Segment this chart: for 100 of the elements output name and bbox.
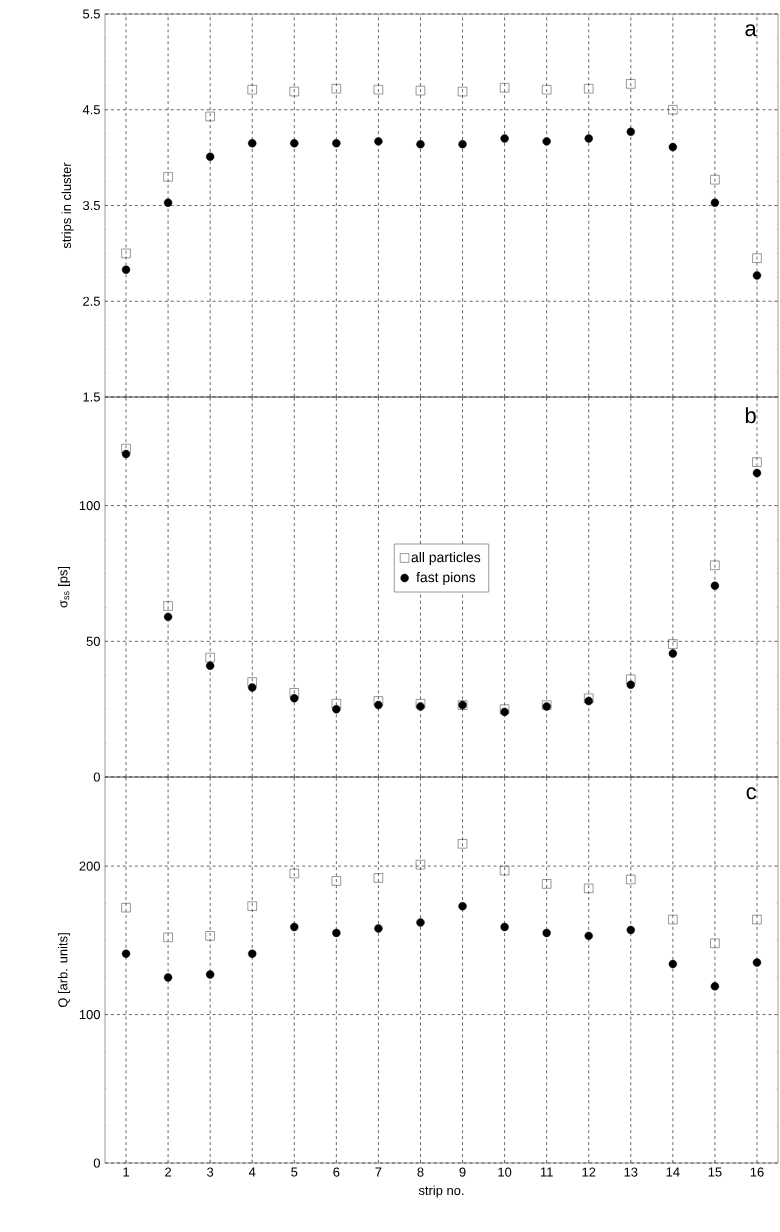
point — [752, 914, 762, 925]
point — [289, 868, 299, 879]
point — [373, 696, 383, 706]
x-tick-label: 14 — [666, 1167, 680, 1177]
point — [290, 694, 299, 703]
x-tick-label: 15 — [708, 1167, 722, 1177]
legend-label: fast pions — [416, 572, 476, 585]
point — [290, 139, 299, 148]
point — [626, 79, 636, 89]
point — [668, 142, 678, 152]
y-tick-label: 1.5 — [83, 392, 100, 402]
annotation: a — [745, 24, 757, 37]
x-tick-label: 1 — [123, 1167, 130, 1177]
point — [121, 248, 131, 258]
point — [584, 84, 594, 94]
point — [121, 949, 131, 958]
point — [374, 137, 383, 146]
point — [458, 140, 467, 149]
point — [163, 973, 173, 982]
x-tick-label: 10 — [498, 1167, 512, 1177]
point — [415, 86, 426, 96]
y-axis-title: σ$_{ss}$ [ps] — [57, 566, 71, 608]
point — [205, 931, 215, 941]
x-tick-label: 7 — [375, 1167, 382, 1177]
point — [542, 879, 552, 889]
point — [542, 137, 551, 146]
point — [626, 874, 636, 885]
point — [205, 970, 215, 979]
point — [500, 134, 509, 143]
point — [331, 699, 341, 709]
x-tick-label: 2 — [165, 1167, 172, 1177]
point — [668, 639, 678, 649]
y-tick-label: 0 — [93, 772, 100, 782]
point — [205, 111, 215, 122]
x-tick-label: 6 — [333, 1167, 340, 1177]
point — [121, 903, 131, 913]
y-axis-title: Q [arb. units] — [57, 933, 71, 1008]
legend-label: all particles — [411, 551, 481, 565]
point — [668, 649, 678, 658]
point — [289, 688, 299, 698]
point — [373, 85, 383, 95]
annotation: c — [746, 787, 757, 800]
point — [163, 198, 173, 207]
point — [457, 839, 468, 849]
point — [247, 85, 257, 95]
y-tick-label: 100 — [79, 1009, 100, 1020]
point — [373, 873, 383, 883]
point — [710, 175, 720, 185]
point — [163, 172, 173, 182]
y-tick-label: 3.5 — [82, 200, 100, 211]
point — [332, 139, 341, 148]
y-tick-label: 50 — [86, 636, 100, 646]
point — [752, 253, 762, 263]
point — [584, 883, 594, 893]
point — [584, 134, 593, 143]
point — [752, 271, 762, 280]
point — [500, 83, 510, 93]
point — [248, 683, 257, 692]
point — [668, 105, 678, 115]
x-tick-label: 11 — [540, 1167, 553, 1177]
x-tick-label: 8 — [417, 1167, 424, 1177]
point — [458, 901, 467, 911]
point — [163, 601, 173, 611]
point — [374, 700, 383, 710]
point — [626, 680, 635, 689]
point — [752, 468, 762, 478]
point — [331, 84, 341, 94]
y-tick-label: 100 — [79, 501, 100, 511]
point — [542, 85, 552, 95]
point — [416, 140, 425, 149]
x-tick-label: 16 — [750, 1167, 764, 1177]
point — [626, 674, 636, 684]
point — [626, 127, 635, 136]
point — [668, 914, 678, 925]
x-tick-label: 13 — [624, 1167, 638, 1177]
point — [710, 938, 720, 948]
point — [710, 560, 720, 570]
x-tick-label: 9 — [459, 1167, 466, 1177]
point — [248, 949, 257, 958]
annotation: b — [745, 407, 756, 424]
point — [247, 677, 257, 687]
point — [626, 925, 635, 935]
x-tick-label: 3 — [207, 1167, 214, 1177]
point — [668, 959, 678, 969]
point — [752, 958, 762, 967]
point — [121, 265, 131, 274]
point — [710, 198, 720, 207]
point — [163, 612, 173, 622]
point — [415, 860, 426, 870]
point — [416, 918, 425, 927]
point — [752, 457, 762, 467]
point — [248, 139, 257, 148]
point — [500, 865, 510, 876]
y-axis-title: strips in cluster — [61, 162, 74, 249]
point — [542, 928, 551, 938]
point — [584, 931, 593, 941]
y-tick-label: 2.5 — [83, 296, 100, 306]
point — [457, 86, 468, 97]
point — [247, 901, 257, 911]
point — [205, 661, 215, 670]
